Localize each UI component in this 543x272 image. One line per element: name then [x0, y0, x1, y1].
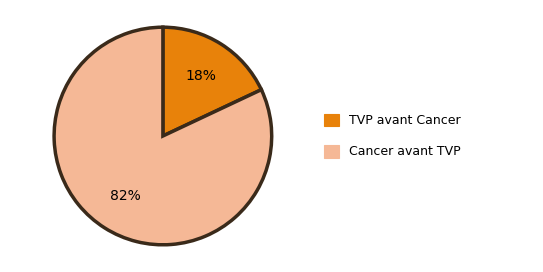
Wedge shape	[54, 27, 272, 245]
Text: 18%: 18%	[185, 69, 216, 83]
Wedge shape	[163, 27, 261, 136]
Legend: TVP avant Cancer, Cancer avant TVP: TVP avant Cancer, Cancer avant TVP	[319, 109, 465, 163]
Text: 82%: 82%	[110, 189, 141, 203]
